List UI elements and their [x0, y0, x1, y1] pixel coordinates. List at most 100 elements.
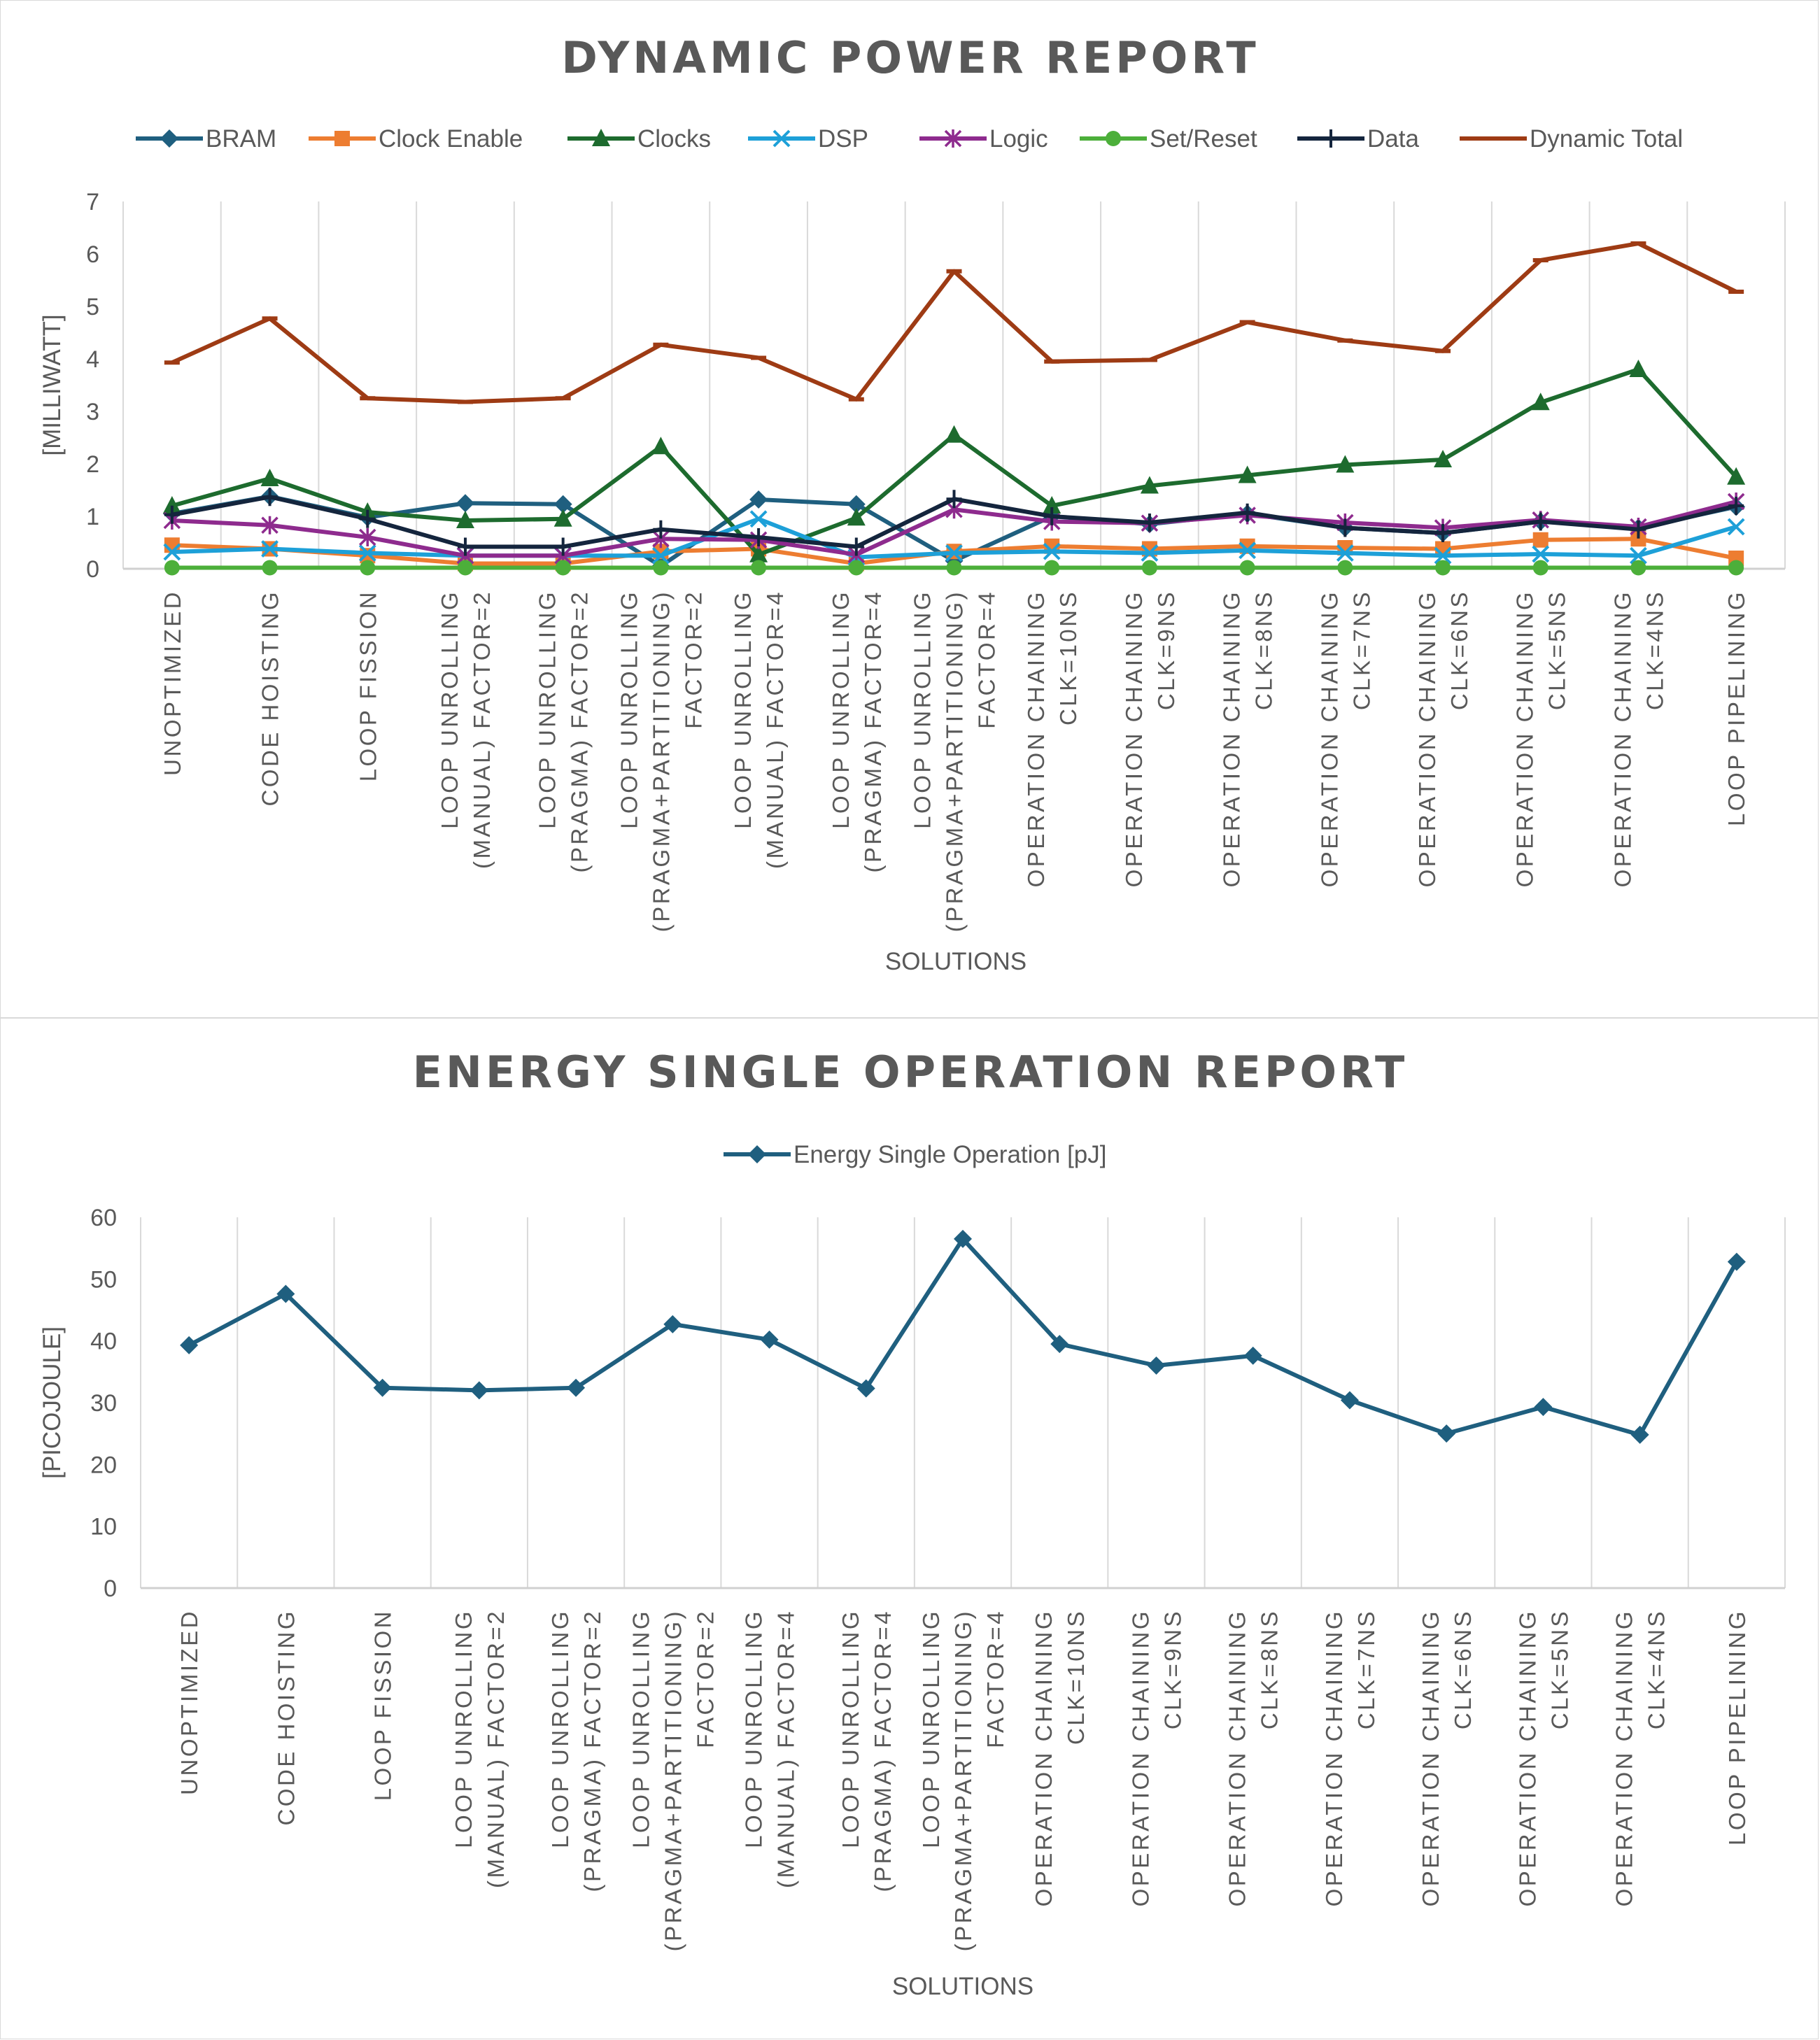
data-point — [1728, 560, 1744, 576]
x-tick-line: (PRAGMA) FACTOR=4 — [870, 1609, 896, 1892]
x-tick-line: OPERATION CHAINING — [1023, 590, 1049, 887]
x-tick-line: LOOP UNROLLING — [828, 590, 854, 829]
data-point — [1437, 1424, 1456, 1443]
legend-label: Logic — [989, 125, 1048, 153]
chart-title: DYNAMIC POWER REPORT — [561, 32, 1259, 83]
legend: BRAM Clock Enable Clocks DSP Logic Set/Reset D… — [136, 125, 1683, 153]
x-tick-line: LOOP UNROLLING — [437, 590, 463, 829]
x-tick-label: OPERATION CHAINING CLK=7NS — [1316, 590, 1374, 887]
data-point — [1727, 518, 1745, 536]
x-tick-line: (PRAGMA+PARTITIONING) — [660, 1609, 686, 1951]
x-tick-line: FACTOR=4 — [974, 590, 1000, 729]
data-point — [946, 490, 962, 509]
x-tick-line: CLK=4NS — [1642, 590, 1667, 710]
data-point — [651, 546, 670, 565]
legend: Energy Single Operation [pJ] — [724, 1141, 1106, 1168]
x-tick-label: OPERATION CHAINING CLK=9NS — [1121, 590, 1179, 887]
data-point — [1044, 507, 1060, 525]
x-tick-label: LOOP PIPELINING — [1723, 590, 1749, 826]
data-point — [1630, 1425, 1649, 1444]
x-tick-line: (PRAGMA+PARTITIONING) — [648, 590, 674, 932]
legend-label: DSP — [818, 125, 868, 153]
data-point — [1435, 560, 1451, 576]
series-clocks — [162, 360, 1746, 562]
x-tick-line: OPERATION CHAINING — [1321, 1609, 1347, 1906]
x-tick-line: CLK=6NS — [1450, 1609, 1476, 1729]
legend-marker — [748, 1145, 766, 1163]
data-point — [555, 537, 571, 556]
x-tick-label: OPERATION CHAINING CLK=6NS — [1414, 590, 1472, 887]
data-point — [651, 437, 670, 455]
x-tick-label: OPERATION CHAINING CLK=8NS — [1225, 1609, 1283, 1906]
y-tick-label: 0 — [104, 1575, 117, 1602]
data-point — [276, 1284, 295, 1303]
legend-item-set-reset: Set/Reset — [1080, 125, 1257, 153]
data-point — [1532, 512, 1549, 531]
x-tick-label: LOOP UNROLLING (PRAGMA+PARTITIONING) FACTO… — [910, 590, 1000, 932]
data-point — [1532, 532, 1549, 548]
legend-marker — [592, 129, 610, 146]
y-tick-label: 7 — [86, 189, 99, 215]
x-tick-line: CLK=4NS — [1644, 1609, 1670, 1729]
series-set-reset — [164, 560, 1744, 576]
data-point — [856, 1379, 875, 1398]
x-tick-label: LOOP UNROLLING (PRAGMA+PARTITIONING) FACTO… — [918, 1609, 1008, 1951]
x-tick-line: (MANUAL) FACTOR=4 — [773, 1609, 799, 1888]
data-point — [457, 560, 473, 576]
legend-marker — [1106, 131, 1121, 146]
x-tick-line: FACTOR=4 — [982, 1609, 1008, 1748]
legend-item-clocks: Clocks — [567, 125, 711, 153]
x-tick-label: OPERATION CHAINING CLK=5NS — [1514, 1609, 1572, 1906]
data-point — [1243, 1346, 1262, 1365]
x-tick-label: LOOP UNROLLING (PRAGMA+PARTITIONING) FACTO… — [616, 590, 706, 932]
y-axis-title: [PICOJOULE] — [38, 1326, 66, 1479]
data-point — [262, 488, 278, 507]
data-point — [1043, 496, 1061, 513]
x-tick-line: OPERATION CHAINING — [1414, 590, 1440, 887]
x-tick-label: LOOP FISSION — [355, 590, 381, 781]
data-point — [1147, 1357, 1166, 1375]
x-tick-line: OPERATION CHAINING — [1512, 590, 1538, 887]
data-point — [180, 1336, 199, 1354]
legend-marker — [773, 129, 791, 148]
x-tick-label: UNOPTIMIZED — [160, 590, 185, 776]
x-tick-line: FACTOR=2 — [680, 590, 706, 729]
data-point — [1727, 467, 1746, 485]
data-point — [553, 495, 572, 513]
data-point — [1340, 1391, 1359, 1410]
data-point — [760, 1330, 779, 1349]
x-tick-line: LOOP UNROLLING — [918, 1609, 944, 1848]
x-tick-line: OPERATION CHAINING — [1127, 1609, 1153, 1906]
x-tick-label: LOOP UNROLLING (MANUAL) FACTOR=2 — [437, 590, 495, 869]
data-point — [358, 544, 376, 562]
legend-item-bram: BRAM — [136, 125, 276, 153]
data-point — [1141, 513, 1157, 532]
x-tick-line: LOOP UNROLLING — [741, 1609, 767, 1848]
legend-item-energy-single-operation-pj: Energy Single Operation [pJ] — [724, 1141, 1106, 1168]
data-point — [1239, 560, 1255, 576]
x-tick-line: (MANUAL) FACTOR=2 — [483, 1609, 509, 1888]
x-tick-label: LOOP UNROLLING (PRAGMA) FACTOR=4 — [828, 590, 886, 873]
y-tick-label: 4 — [86, 346, 99, 373]
data-point — [1630, 560, 1646, 576]
legend-label: Clocks — [637, 125, 711, 153]
x-tick-label: LOOP UNROLLING (MANUAL) FACTOR=4 — [730, 590, 788, 869]
data-point — [567, 1378, 586, 1397]
legend-item-data: Data — [1297, 125, 1419, 153]
data-point — [847, 508, 866, 526]
x-tick-label: LOOP UNROLLING (PRAGMA) FACTOR=2 — [535, 590, 593, 873]
data-point — [360, 560, 376, 576]
legend-marker — [1323, 129, 1339, 148]
legend-label: Data — [1367, 125, 1419, 153]
data-point — [1532, 560, 1549, 576]
data-point — [456, 511, 474, 528]
x-tick-label: LOOP UNROLLING (PRAGMA) FACTOR=2 — [547, 1609, 605, 1892]
gridlines — [140, 1217, 1786, 1588]
data-point — [1630, 546, 1647, 565]
legend-marker — [944, 129, 962, 148]
x-tick-line: CLK=6NS — [1446, 590, 1472, 710]
x-tick-line: CODE HOISTING — [258, 590, 283, 807]
data-point — [1531, 392, 1550, 411]
x-axis-title: SOLUTIONS — [885, 948, 1027, 975]
energy-chart-panel: ENERGY SINGLE OPERATION REPORT Energy Sin… — [0, 1018, 1819, 2039]
